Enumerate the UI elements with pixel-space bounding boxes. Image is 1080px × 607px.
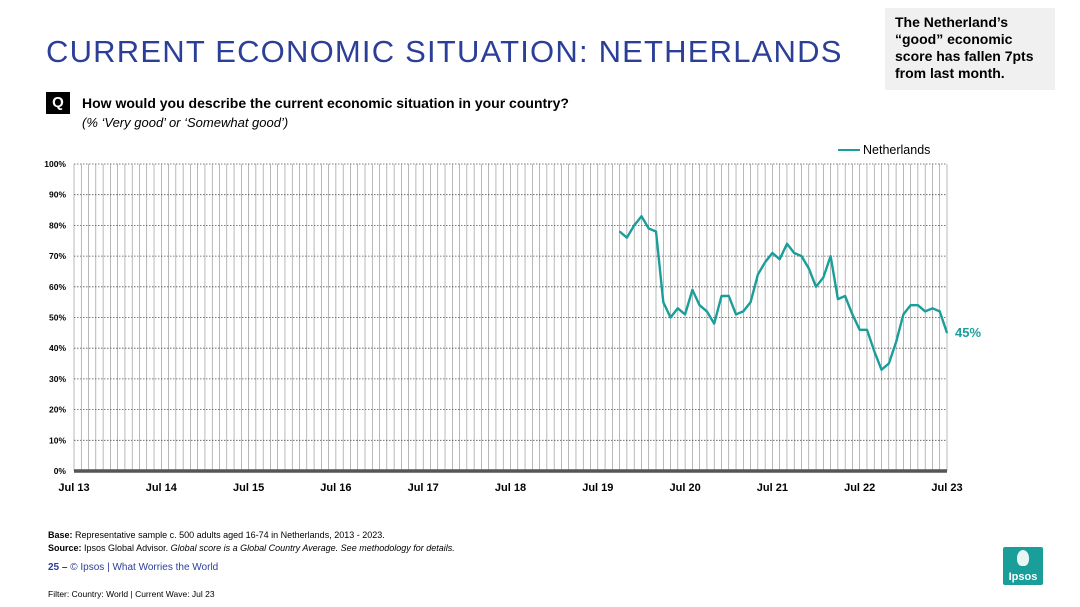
axis-layer: 0% 10% 20% 30% 40% 50% 60% 70% 80% 90% 100% Jul 13 J… bbox=[44, 159, 962, 494]
data-point bbox=[851, 313, 854, 315]
x-tick-label: Jul 13 bbox=[58, 482, 89, 494]
x-tick-label: Jul 18 bbox=[495, 482, 526, 494]
filter-text: Filter: Country: World | Current Wave: J… bbox=[48, 589, 215, 599]
legend-swatch bbox=[838, 149, 860, 151]
data-point bbox=[633, 224, 635, 226]
callout-text: The Netherland’s “good” economic score h… bbox=[895, 14, 1034, 81]
data-point bbox=[735, 313, 737, 315]
data-point bbox=[873, 350, 875, 352]
data-point bbox=[888, 363, 890, 365]
page-number: 25 bbox=[48, 562, 60, 573]
data-point bbox=[669, 316, 672, 319]
data-point bbox=[757, 273, 759, 276]
data-point bbox=[706, 310, 708, 312]
x-tick-label: Jul 21 bbox=[757, 482, 788, 494]
data-point bbox=[837, 298, 839, 300]
y-tick-label: 30% bbox=[49, 374, 66, 384]
base-text: Representative sample c. 500 adults aged… bbox=[75, 530, 385, 540]
data-point bbox=[910, 304, 912, 306]
data-point bbox=[750, 301, 752, 303]
ipsos-logo: Ipsos bbox=[1003, 547, 1043, 585]
data-point bbox=[779, 258, 781, 260]
data-point bbox=[655, 230, 657, 233]
source-text: Ipsos Global Advisor. bbox=[84, 543, 169, 553]
data-point bbox=[771, 252, 774, 254]
data-point bbox=[808, 267, 810, 269]
data-point bbox=[764, 261, 766, 263]
y-tick-label: 50% bbox=[49, 313, 66, 323]
data-point bbox=[815, 286, 817, 288]
end-value-label: 45% bbox=[955, 325, 981, 340]
data-point bbox=[728, 295, 730, 297]
data-point bbox=[640, 215, 643, 217]
data-point bbox=[830, 255, 832, 257]
data-point bbox=[844, 295, 846, 297]
page-title: CURRENT ECONOMIC SITUATION: NETHERLANDS bbox=[46, 34, 843, 69]
data-point bbox=[924, 310, 926, 312]
data-point bbox=[946, 332, 948, 334]
x-tick-label: Jul 14 bbox=[146, 482, 178, 494]
source-label: Source: bbox=[48, 543, 82, 553]
data-point bbox=[648, 227, 650, 230]
data-point bbox=[626, 237, 628, 239]
data-point bbox=[677, 307, 679, 309]
x-tick-label: Jul 23 bbox=[931, 482, 962, 494]
data-point bbox=[786, 243, 788, 245]
x-tick-label: Jul 17 bbox=[408, 482, 439, 494]
data-point bbox=[939, 310, 941, 312]
question-badge: Q bbox=[46, 92, 70, 114]
x-tick-label: Jul 15 bbox=[233, 482, 264, 494]
data-point bbox=[895, 341, 897, 343]
data-point bbox=[859, 329, 861, 331]
y-tick-label: 20% bbox=[49, 405, 66, 415]
source-methodology-note: Global score is a Global Country Average… bbox=[170, 543, 455, 553]
data-point bbox=[902, 313, 905, 315]
question-text: How would you describe the current econo… bbox=[82, 95, 569, 111]
copyright-text: © Ipsos | What Worries the World bbox=[70, 562, 219, 573]
data-point bbox=[917, 304, 919, 306]
x-tick-label: Jul 16 bbox=[320, 482, 351, 494]
y-tick-label: 60% bbox=[49, 282, 66, 292]
page-separator: – bbox=[59, 562, 71, 573]
data-point bbox=[931, 307, 934, 309]
y-tick-label: 70% bbox=[49, 251, 66, 261]
data-point bbox=[713, 323, 715, 325]
series-layer: 45% bbox=[618, 214, 981, 371]
x-tick-label: Jul 22 bbox=[844, 482, 875, 494]
logo-text: Ipsos bbox=[1008, 571, 1038, 583]
data-point bbox=[822, 277, 824, 279]
base-note: Base: Representative sample c. 500 adult… bbox=[48, 530, 385, 540]
logo-mark-icon bbox=[1017, 550, 1029, 566]
series-line-netherlands bbox=[618, 214, 949, 371]
data-point bbox=[699, 304, 701, 306]
y-tick-label: 100% bbox=[44, 159, 66, 169]
base-label: Base: bbox=[48, 530, 73, 540]
data-point bbox=[742, 310, 744, 312]
x-tick-label: Jul 19 bbox=[582, 482, 613, 494]
data-point bbox=[720, 295, 723, 297]
legend-label-netherlands: Netherlands bbox=[863, 143, 931, 157]
y-tick-label: 90% bbox=[49, 190, 66, 200]
page-footer: 25 – © Ipsos | What Worries the World bbox=[48, 562, 218, 573]
y-tick-label: 10% bbox=[49, 435, 66, 445]
line-chart: 0% 10% 20% 30% 40% 50% 60% 70% 80% 90% 100% Jul 13 J… bbox=[44, 159, 981, 494]
grid-layer bbox=[73, 163, 948, 471]
data-point bbox=[793, 252, 795, 254]
x-tick-label: Jul 20 bbox=[670, 482, 701, 494]
y-tick-label: 40% bbox=[49, 343, 66, 353]
callout-box: The Netherland’s “good” economic score h… bbox=[885, 8, 1055, 90]
data-point bbox=[662, 301, 664, 303]
y-tick-label: 0% bbox=[54, 466, 67, 476]
data-point bbox=[880, 369, 883, 371]
data-point bbox=[691, 289, 694, 291]
source-note: Source: Ipsos Global Advisor. Global sco… bbox=[48, 543, 455, 553]
data-point bbox=[684, 313, 686, 315]
data-point bbox=[619, 230, 621, 233]
question-subtext: (% ‘Very good’ or ‘Somewhat good’) bbox=[82, 115, 289, 130]
chart-legend: Netherlands bbox=[838, 143, 930, 157]
data-point bbox=[866, 329, 868, 331]
y-tick-label: 80% bbox=[49, 220, 66, 230]
data-point bbox=[800, 255, 803, 257]
